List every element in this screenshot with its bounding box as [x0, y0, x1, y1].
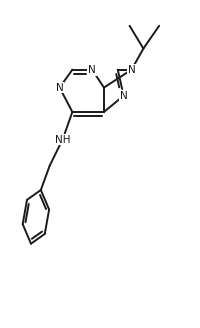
Text: NH: NH [55, 134, 70, 145]
Text: N: N [128, 65, 135, 75]
Text: N: N [56, 83, 63, 92]
Text: N: N [120, 91, 128, 101]
Text: N: N [88, 65, 96, 75]
